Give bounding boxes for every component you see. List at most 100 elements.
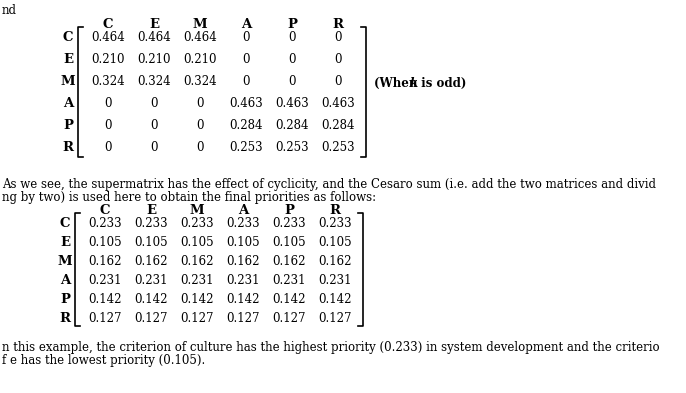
- Text: 0.162: 0.162: [226, 255, 260, 268]
- Text: 0: 0: [150, 119, 158, 132]
- Text: k: k: [410, 77, 418, 90]
- Text: M: M: [60, 75, 75, 88]
- Text: 0: 0: [104, 97, 112, 110]
- Text: 0.105: 0.105: [88, 236, 122, 249]
- Text: 0.233: 0.233: [318, 217, 352, 230]
- Text: 0.284: 0.284: [275, 119, 309, 132]
- Text: M: M: [193, 18, 207, 31]
- Text: 0.142: 0.142: [272, 293, 306, 306]
- Text: A: A: [238, 204, 248, 217]
- Text: 0.463: 0.463: [275, 97, 309, 110]
- Text: 0.253: 0.253: [321, 141, 355, 154]
- Text: 0.105: 0.105: [226, 236, 260, 249]
- Text: 0.233: 0.233: [88, 217, 122, 230]
- Text: C: C: [99, 204, 110, 217]
- Text: C: C: [62, 31, 73, 44]
- Text: As we see, the supermatrix has the effect of cyclicity, and the Cesaro sum (i.e.: As we see, the supermatrix has the effec…: [2, 178, 656, 191]
- Text: 0.210: 0.210: [183, 53, 217, 66]
- Text: 0.142: 0.142: [88, 293, 121, 306]
- Text: 0.324: 0.324: [91, 75, 125, 88]
- Text: 0.464: 0.464: [91, 31, 125, 44]
- Text: 0.127: 0.127: [88, 312, 121, 325]
- Text: 0.105: 0.105: [318, 236, 352, 249]
- Text: 0: 0: [288, 31, 296, 44]
- Text: 0.253: 0.253: [229, 141, 263, 154]
- Text: 0.162: 0.162: [180, 255, 214, 268]
- Text: 0.231: 0.231: [134, 274, 168, 287]
- Text: A: A: [60, 274, 70, 287]
- Text: 0.464: 0.464: [137, 31, 171, 44]
- Text: 0.231: 0.231: [180, 274, 214, 287]
- Text: R: R: [333, 18, 344, 31]
- Text: 0.210: 0.210: [91, 53, 125, 66]
- Text: 0.233: 0.233: [180, 217, 214, 230]
- Text: A: A: [241, 18, 251, 31]
- Text: 0.284: 0.284: [321, 119, 355, 132]
- Text: C: C: [103, 18, 113, 31]
- Text: 0.253: 0.253: [275, 141, 309, 154]
- Text: 0.284: 0.284: [229, 119, 263, 132]
- Text: 0.162: 0.162: [318, 255, 352, 268]
- Text: E: E: [146, 204, 156, 217]
- Text: ng by two) is used here to obtain the final priorities as follows:: ng by two) is used here to obtain the fi…: [2, 191, 376, 204]
- Text: 0: 0: [334, 75, 342, 88]
- Text: 0: 0: [242, 31, 250, 44]
- Text: E: E: [149, 18, 159, 31]
- Text: 0: 0: [288, 53, 296, 66]
- Text: C: C: [60, 217, 70, 230]
- Text: 0.127: 0.127: [180, 312, 214, 325]
- Text: 0: 0: [242, 53, 250, 66]
- Text: nd: nd: [2, 4, 17, 17]
- Text: f e has the lowest priority (0.105).: f e has the lowest priority (0.105).: [2, 354, 205, 367]
- Text: 0: 0: [104, 141, 112, 154]
- Text: 0: 0: [196, 97, 204, 110]
- Text: 0.142: 0.142: [134, 293, 168, 306]
- Text: 0.231: 0.231: [318, 274, 352, 287]
- Text: R: R: [60, 312, 71, 325]
- Text: 0.127: 0.127: [272, 312, 306, 325]
- Text: (When: (When: [374, 77, 421, 90]
- Text: 0.231: 0.231: [88, 274, 121, 287]
- Text: 0: 0: [196, 119, 204, 132]
- Text: 0: 0: [334, 53, 342, 66]
- Text: P: P: [60, 293, 70, 306]
- Text: 0.233: 0.233: [134, 217, 168, 230]
- Text: 0.324: 0.324: [137, 75, 171, 88]
- Text: is odd): is odd): [417, 77, 466, 90]
- Text: 0.210: 0.210: [137, 53, 171, 66]
- Text: 0.105: 0.105: [134, 236, 168, 249]
- Text: M: M: [190, 204, 204, 217]
- Text: 0.142: 0.142: [318, 293, 352, 306]
- Text: A: A: [63, 97, 73, 110]
- Text: 0.464: 0.464: [183, 31, 217, 44]
- Text: 0.231: 0.231: [226, 274, 260, 287]
- Text: 0.127: 0.127: [226, 312, 260, 325]
- Text: E: E: [60, 236, 70, 249]
- Text: 0.233: 0.233: [226, 217, 260, 230]
- Text: 0: 0: [104, 119, 112, 132]
- Text: 0.463: 0.463: [321, 97, 355, 110]
- Text: P: P: [287, 18, 297, 31]
- Text: 0.105: 0.105: [272, 236, 306, 249]
- Text: P: P: [284, 204, 294, 217]
- Text: 0.127: 0.127: [134, 312, 168, 325]
- Text: E: E: [63, 53, 73, 66]
- Text: 0.162: 0.162: [272, 255, 306, 268]
- Text: R: R: [329, 204, 340, 217]
- Text: 0.231: 0.231: [272, 274, 306, 287]
- Text: 0: 0: [196, 141, 204, 154]
- Text: 0.162: 0.162: [88, 255, 121, 268]
- Text: 0: 0: [150, 141, 158, 154]
- Text: P: P: [63, 119, 73, 132]
- Text: 0.324: 0.324: [183, 75, 217, 88]
- Text: 0.105: 0.105: [180, 236, 214, 249]
- Text: M: M: [58, 255, 72, 268]
- Text: 0: 0: [334, 31, 342, 44]
- Text: 0.233: 0.233: [272, 217, 306, 230]
- Text: 0.142: 0.142: [180, 293, 214, 306]
- Text: 0.127: 0.127: [318, 312, 352, 325]
- Text: n this example, the criterion of culture has the highest priority (0.233) in sys: n this example, the criterion of culture…: [2, 341, 660, 354]
- Text: 0: 0: [242, 75, 250, 88]
- Text: 0: 0: [288, 75, 296, 88]
- Text: 0: 0: [150, 97, 158, 110]
